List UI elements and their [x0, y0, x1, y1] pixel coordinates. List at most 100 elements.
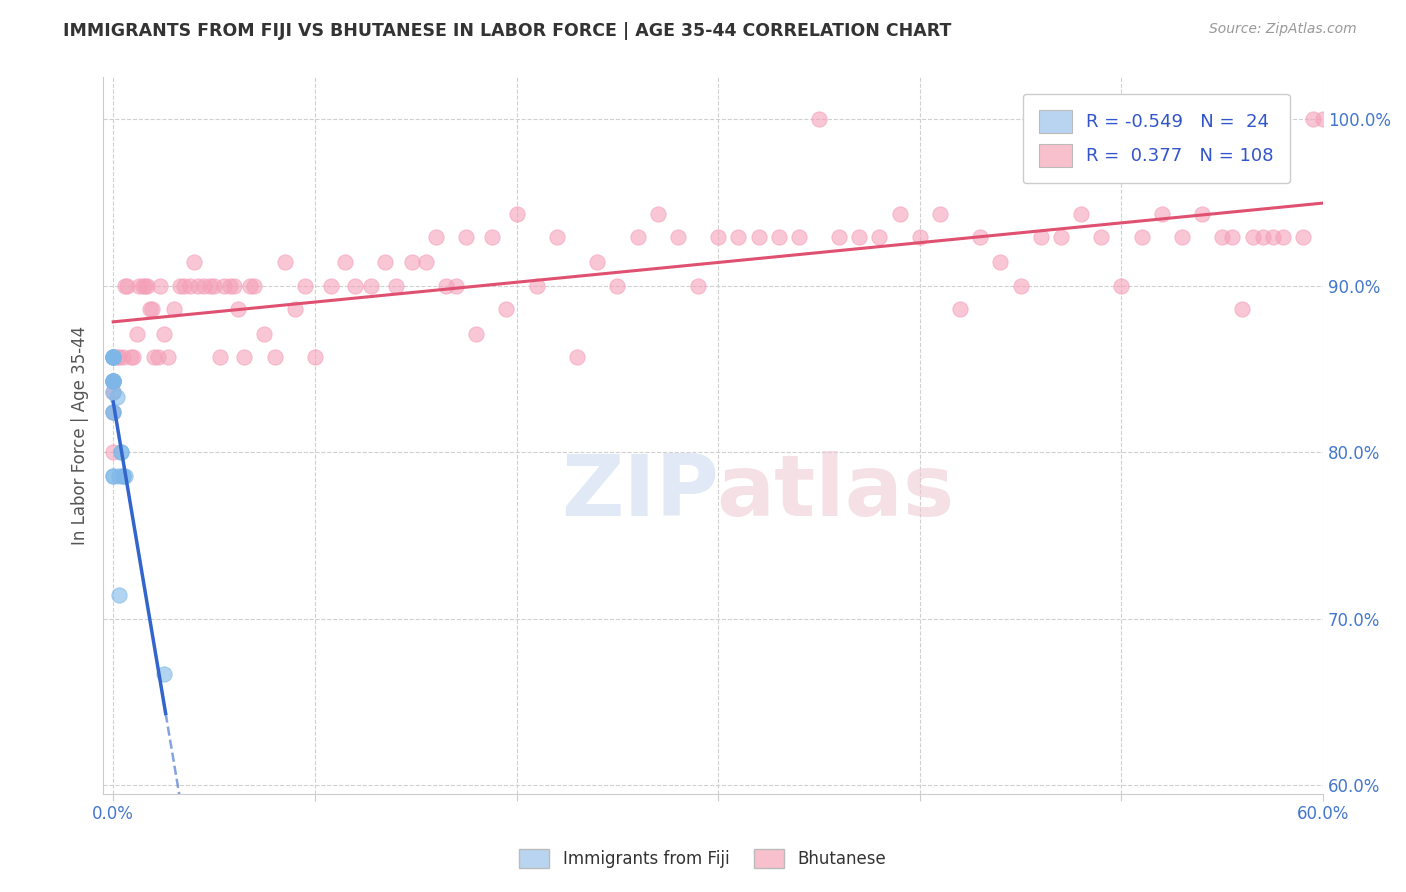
Point: [112, 468, 135, 483]
Point: [103, 468, 125, 483]
Point: [1050, 230, 1073, 244]
Point: [990, 255, 1012, 269]
Point: [727, 230, 749, 244]
Point: [152, 666, 174, 681]
Point: [193, 278, 215, 293]
Point: [103, 468, 125, 483]
Point: [202, 278, 225, 293]
Point: [219, 278, 242, 293]
Point: [149, 278, 172, 293]
Point: [103, 374, 125, 388]
Point: [481, 230, 503, 244]
Point: [103, 405, 125, 419]
Text: IMMIGRANTS FROM FIJI VS BHUTANESE IN LABOR FORCE | AGE 35-44 CORRELATION CHART: IMMIGRANTS FROM FIJI VS BHUTANESE IN LAB…: [63, 22, 952, 40]
Point: [425, 230, 447, 244]
Point: [105, 390, 128, 404]
Point: [112, 351, 135, 365]
Point: [263, 351, 285, 365]
Point: [1241, 230, 1264, 244]
Point: [103, 374, 125, 388]
Point: [526, 278, 548, 293]
Point: [209, 351, 232, 365]
Point: [120, 351, 142, 365]
Point: [103, 351, 125, 365]
Point: [1171, 230, 1194, 244]
Point: [1232, 301, 1254, 316]
Point: [1312, 112, 1334, 126]
Point: [401, 255, 423, 269]
Text: atlas: atlas: [716, 451, 955, 534]
Point: [103, 374, 125, 388]
Point: [103, 374, 125, 388]
Point: [586, 255, 609, 269]
Point: [239, 278, 262, 293]
Point: [908, 230, 931, 244]
Point: [505, 207, 527, 221]
Point: [224, 278, 246, 293]
Point: [1090, 230, 1112, 244]
Point: [808, 112, 831, 126]
Point: [103, 374, 125, 388]
Point: [344, 278, 367, 293]
Point: [273, 255, 295, 269]
Point: [319, 278, 342, 293]
Point: [105, 351, 128, 365]
Point: [127, 326, 149, 341]
Point: [889, 207, 911, 221]
Legend: Immigrants from Fiji, Bhutanese: Immigrants from Fiji, Bhutanese: [513, 842, 893, 875]
Point: [374, 255, 396, 269]
Point: [294, 278, 316, 293]
Point: [768, 230, 790, 244]
Point: [110, 445, 132, 459]
Point: [1302, 112, 1324, 126]
Point: [198, 278, 221, 293]
Point: [138, 301, 160, 316]
Text: ZIP: ZIP: [561, 451, 718, 534]
Point: [666, 230, 689, 244]
Point: [163, 301, 186, 316]
Point: [103, 351, 125, 365]
Point: [333, 255, 356, 269]
Point: [103, 351, 125, 365]
Point: [114, 468, 136, 483]
Point: [136, 278, 159, 293]
Point: [929, 207, 952, 221]
Point: [444, 278, 467, 293]
Point: [546, 230, 568, 244]
Point: [1070, 207, 1092, 221]
Point: [747, 230, 769, 244]
Point: [1029, 230, 1052, 244]
Point: [949, 301, 972, 316]
Point: [465, 326, 488, 341]
Point: [173, 278, 195, 293]
Point: [212, 278, 235, 293]
Point: [456, 230, 478, 244]
Point: [1222, 230, 1244, 244]
Point: [152, 326, 174, 341]
Point: [187, 278, 209, 293]
Y-axis label: In Labor Force | Age 35-44: In Labor Force | Age 35-44: [72, 326, 89, 545]
Text: Source: ZipAtlas.com: Source: ZipAtlas.com: [1209, 22, 1357, 37]
Point: [103, 374, 125, 388]
Point: [103, 374, 125, 388]
Point: [103, 405, 125, 419]
Point: [1111, 278, 1133, 293]
Point: [1010, 278, 1032, 293]
Point: [1292, 230, 1315, 244]
Point: [969, 230, 991, 244]
Point: [1271, 230, 1294, 244]
Point: [1191, 207, 1213, 221]
Point: [117, 278, 139, 293]
Point: [103, 445, 125, 459]
Point: [304, 351, 326, 365]
Point: [243, 278, 266, 293]
Point: [183, 255, 205, 269]
Point: [141, 301, 163, 316]
Point: [103, 405, 125, 419]
Point: [848, 230, 870, 244]
Point: [114, 278, 136, 293]
Point: [1251, 230, 1274, 244]
Point: [495, 301, 517, 316]
Point: [1150, 207, 1173, 221]
Point: [169, 278, 191, 293]
